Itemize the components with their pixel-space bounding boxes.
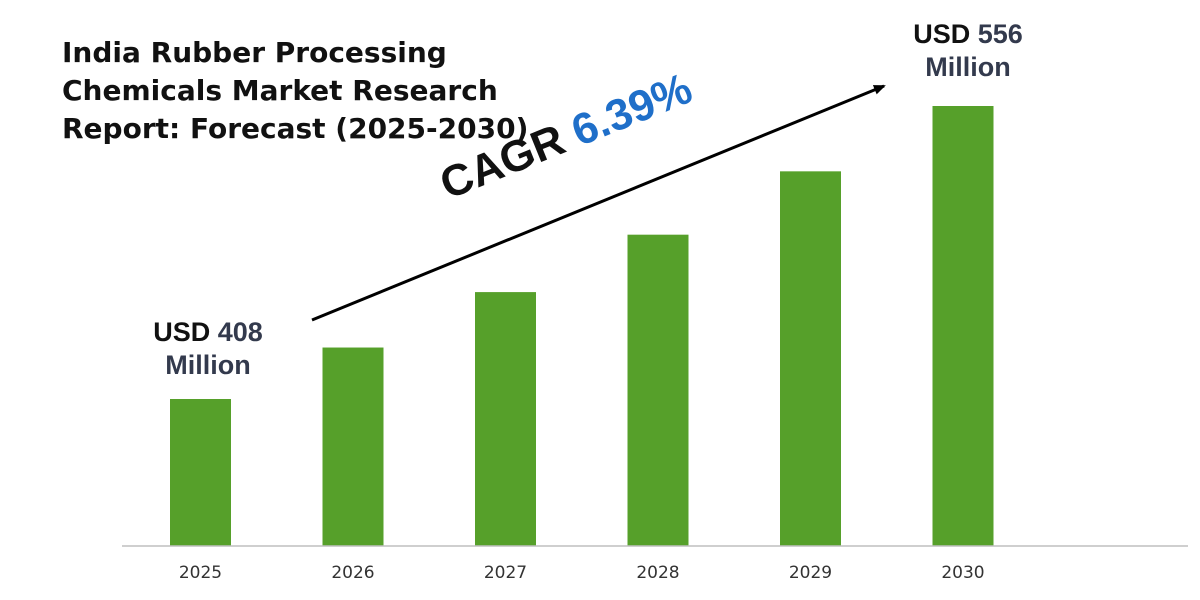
- start-value-callout: USD 408 Million: [128, 316, 288, 382]
- x-tick-2027: 2027: [484, 563, 527, 583]
- bar-2028: [627, 234, 689, 546]
- end-unit: Million: [925, 52, 1011, 82]
- bar-2025: [170, 399, 231, 546]
- x-tick-labels: 2025 2026 2027 2028 2029 2030: [179, 563, 985, 583]
- bar-2027: [475, 292, 536, 546]
- end-value-callout: USD 556 Million: [888, 18, 1048, 84]
- x-tick-2030: 2030: [941, 563, 984, 583]
- bar-2030: [932, 106, 994, 546]
- end-value: 556: [977, 19, 1023, 49]
- x-tick-2026: 2026: [331, 563, 374, 583]
- bar-2029: [780, 171, 841, 546]
- x-tick-2025: 2025: [179, 563, 222, 583]
- x-tick-2029: 2029: [789, 563, 832, 583]
- bar-2026: [322, 347, 384, 546]
- end-currency: USD: [913, 19, 971, 49]
- x-tick-2028: 2028: [636, 563, 679, 583]
- start-currency: USD: [153, 317, 211, 347]
- start-unit: Million: [165, 350, 251, 380]
- bars-group: [170, 106, 994, 546]
- start-value: 408: [217, 317, 263, 347]
- chart-title: India Rubber Processing Chemicals Market…: [62, 36, 529, 145]
- growth-arrow: [311, 84, 886, 322]
